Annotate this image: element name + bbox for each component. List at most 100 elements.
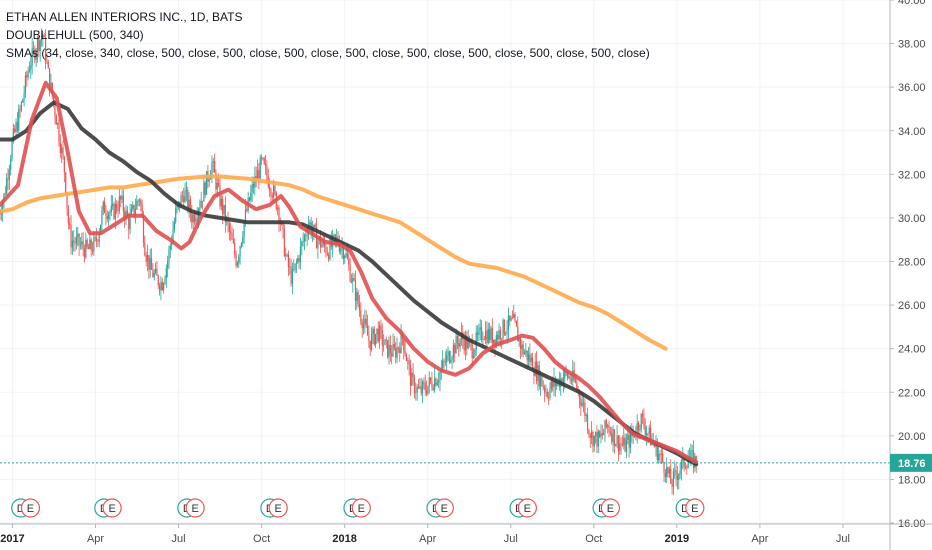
candle-body (86, 239, 88, 248)
candle-body (581, 402, 583, 406)
candle-body (686, 467, 688, 469)
earnings-marker-label: E (358, 503, 365, 515)
candle-body (120, 196, 122, 200)
candle-body (156, 268, 158, 276)
candle-body (303, 235, 306, 241)
candle-body (413, 377, 416, 393)
candle-body (381, 329, 383, 346)
candle-body (44, 36, 47, 62)
candle-body (627, 434, 629, 440)
candle-body (570, 380, 573, 382)
candle-body (285, 254, 287, 256)
candle-body (132, 205, 134, 209)
candle-body (527, 353, 530, 361)
candle-body (317, 241, 319, 249)
candle-body (235, 254, 237, 266)
candle-body (114, 204, 116, 219)
earnings-marker[interactable]: E (351, 498, 371, 518)
candle-body (590, 431, 593, 439)
earnings-marker[interactable]: E (434, 498, 454, 518)
candle-body (167, 261, 169, 268)
candle-body (411, 372, 413, 386)
earnings-marker[interactable]: E (102, 498, 122, 518)
candle-body (121, 195, 123, 200)
candle-body (230, 231, 232, 234)
candle-body (476, 332, 479, 336)
candle-body (36, 38, 39, 53)
earnings-marker[interactable]: E (185, 498, 205, 518)
sma-indicator[interactable]: SMAs (34, close, 340, close, 500, close,… (6, 46, 650, 60)
candle-body (541, 376, 543, 386)
candle-body (244, 209, 247, 223)
candle-body (600, 433, 602, 437)
candle-body (95, 237, 98, 242)
candle-body (446, 355, 448, 363)
candle-body (495, 335, 497, 347)
candle-body (584, 402, 586, 417)
candle-body (16, 122, 18, 131)
earnings-marker[interactable]: E (600, 498, 621, 518)
earnings-marker-label: E (275, 503, 282, 515)
candle-body (20, 102, 23, 110)
candle-body (93, 237, 95, 252)
candle-body (545, 392, 547, 394)
candle-body (47, 61, 49, 69)
candle-body (160, 281, 162, 291)
candle-body (89, 239, 91, 250)
candle-body (421, 381, 424, 394)
candle-body (91, 249, 94, 252)
candle-body (533, 371, 535, 376)
candle-body (215, 172, 217, 190)
candle-body (32, 48, 35, 49)
candle-body (353, 277, 355, 281)
candle-body (291, 269, 294, 284)
candle-body (672, 471, 675, 487)
price-tick-label: 40.00 (898, 0, 926, 7)
candle-body (43, 35, 45, 37)
candle-body (130, 208, 133, 215)
candle-body (250, 192, 252, 201)
candle-body (379, 325, 381, 341)
candle-body (2, 202, 4, 214)
candle-body (224, 205, 226, 223)
candle-body (452, 344, 455, 358)
candle-body (70, 224, 72, 248)
candle-body (466, 336, 468, 349)
candle-body (11, 141, 13, 160)
candle-body (306, 235, 308, 237)
candle-body (599, 431, 601, 437)
candle-body (358, 304, 361, 311)
candle-body (54, 103, 56, 116)
earnings-marker[interactable]: E (517, 498, 537, 518)
candle-body (243, 222, 245, 238)
candles (0, 28, 697, 496)
candle-body (616, 435, 618, 445)
candle-body (258, 170, 260, 179)
candle-body (568, 376, 570, 378)
earnings-marker-label: E (441, 503, 448, 515)
candle-body (251, 184, 253, 193)
candle-body (99, 224, 102, 233)
candle-body (168, 249, 170, 262)
candle-body (403, 339, 405, 351)
earnings-marker[interactable]: E (20, 498, 41, 518)
candle-body (218, 182, 220, 185)
candle-body (255, 176, 257, 180)
candle-body (0, 213, 2, 215)
earnings-marker[interactable]: E (685, 498, 705, 518)
candle-body (53, 96, 55, 104)
candle-body (675, 470, 677, 476)
doublehull-indicator[interactable]: DOUBLEHULL (500, 340) (6, 28, 144, 42)
earnings-marker[interactable]: E (268, 498, 288, 518)
candle-body (105, 213, 107, 217)
candle-body (654, 443, 656, 447)
candle-body (416, 386, 418, 393)
candle-body (248, 197, 251, 201)
candle-body (134, 209, 137, 215)
candle-body (302, 240, 304, 242)
candle-body (540, 376, 542, 387)
candle-body (232, 239, 234, 243)
candle-body (444, 361, 446, 363)
candle-body (388, 344, 390, 358)
